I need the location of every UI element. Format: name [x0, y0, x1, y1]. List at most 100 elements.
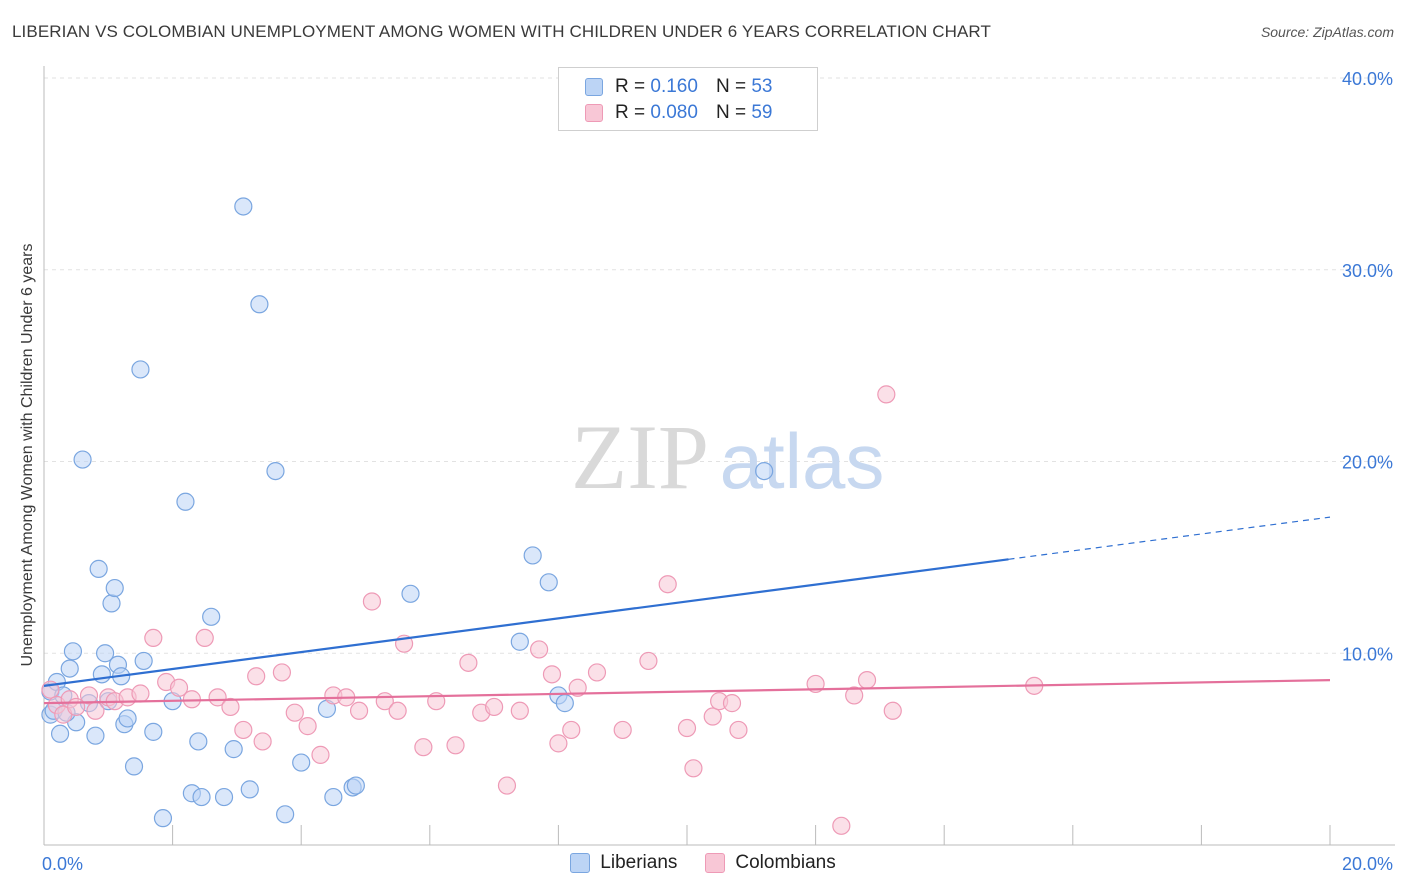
liberians-trend-extension	[1008, 516, 1331, 560]
liberians-point	[189, 732, 208, 751]
liberians-point	[105, 578, 124, 598]
legend-label-liberians: Liberians	[600, 852, 678, 873]
colombians-point	[658, 575, 677, 594]
liberians-point	[214, 787, 234, 807]
colombians-point	[208, 688, 227, 707]
colombians-point	[832, 816, 851, 835]
correlation-legend: R = 0.160 N = 53 R = 0.080 N = 59	[558, 67, 818, 131]
liberians-point	[131, 360, 150, 379]
colombians-point	[510, 701, 529, 720]
liberians-point	[144, 722, 163, 741]
colombians-point	[485, 697, 504, 717]
legend-n-value: 53	[751, 76, 773, 97]
source-label: Source: ZipAtlas.com	[1260, 24, 1394, 40]
colombians-point	[497, 776, 517, 795]
liberians-point	[250, 295, 269, 314]
liberians-point	[86, 726, 105, 745]
y-tick-label: 40.0%	[1342, 69, 1393, 89]
legend-r-label: R =	[615, 102, 646, 123]
colombians-point	[613, 720, 632, 740]
liberians-point	[89, 559, 108, 578]
liberians-point	[118, 709, 137, 728]
chart-title: LIBERIAN VS COLOMBIAN UNEMPLOYMENT AMONG…	[12, 22, 991, 41]
colombians-point	[568, 678, 587, 697]
colombians-point	[234, 720, 253, 740]
liberians-point	[60, 659, 79, 678]
legend-row-liberians: R = 0.160 N = 53	[585, 75, 772, 99]
liberians-point	[266, 461, 285, 481]
liberians-point	[240, 780, 259, 799]
colombians-point	[845, 686, 864, 705]
colombians-point	[562, 720, 581, 740]
x-tick-label: 20.0%	[1342, 854, 1393, 874]
y-tick-label: 20.0%	[1342, 453, 1393, 473]
colombians-point	[195, 628, 214, 648]
liberians-point	[755, 461, 774, 481]
colombians-point	[131, 684, 150, 703]
colombians-point	[414, 738, 433, 757]
liberians-trend-line	[43, 558, 1009, 687]
watermark-atlas: atlas	[720, 417, 885, 505]
liberians-point	[401, 584, 420, 603]
colombians-point	[857, 670, 877, 690]
liberians-point	[276, 805, 295, 824]
liberians-point	[95, 644, 115, 663]
liberians-point	[153, 809, 173, 828]
legend-label-colombians: Colombians	[735, 852, 836, 873]
colombians-point	[285, 703, 304, 722]
colombians-point	[883, 701, 902, 720]
colombians-point	[530, 640, 549, 659]
y-tick-label: 10.0%	[1342, 644, 1393, 664]
watermark: ZIP atlas	[571, 406, 884, 508]
liberians-point	[102, 594, 121, 613]
colombians-point	[446, 736, 465, 755]
gridlines	[44, 77, 1395, 654]
liberians-point	[224, 740, 243, 759]
liberians-swatch	[585, 78, 603, 96]
liberians-point	[510, 632, 529, 651]
legend-item-liberians[interactable]: Liberians	[570, 852, 677, 874]
y-tick-label: 30.0%	[1342, 261, 1393, 281]
colombians-point	[247, 667, 266, 686]
colombians-point	[79, 686, 99, 705]
colombians-point	[388, 701, 407, 720]
colombians-point	[298, 717, 317, 736]
legend-item-colombians[interactable]: Colombians	[705, 852, 836, 874]
liberians-point	[124, 757, 144, 776]
liberians-point	[346, 776, 365, 795]
colombians-point	[144, 628, 163, 648]
x-tick-label: 0.0%	[42, 854, 83, 874]
colombians-point	[253, 732, 272, 751]
colombians-swatch	[585, 104, 603, 122]
axes	[43, 66, 1395, 846]
colombians-point	[311, 745, 330, 764]
series-legend: Liberians Colombians	[0, 852, 1406, 874]
colombians-trend-line	[43, 678, 1331, 705]
liberians-point	[539, 573, 558, 592]
legend-n-label: N =	[715, 76, 747, 97]
colombians-point	[86, 701, 105, 720]
colombians-point	[722, 694, 742, 713]
liberians-point	[324, 787, 343, 807]
colombians-point	[272, 663, 292, 682]
data-points	[41, 197, 1044, 835]
liberians-point	[134, 651, 153, 671]
trend-lines	[43, 516, 1331, 705]
liberians-point	[73, 450, 92, 469]
liberians-point	[555, 694, 574, 713]
watermark-zip: ZIP	[571, 406, 709, 508]
legend-n-value: 59	[751, 102, 773, 123]
colombians-point	[549, 734, 568, 753]
liberians-point	[192, 787, 211, 807]
colombians-point	[542, 665, 562, 684]
colombians-point	[684, 759, 703, 778]
colombians-point	[221, 697, 240, 717]
colombians-point	[639, 651, 658, 671]
colombians-point	[677, 718, 697, 738]
colombians-point	[169, 678, 189, 697]
liberians-point	[234, 197, 253, 216]
colombians-point	[703, 707, 722, 726]
liberians-point	[202, 607, 221, 626]
legend-r-label: R =	[615, 76, 646, 97]
